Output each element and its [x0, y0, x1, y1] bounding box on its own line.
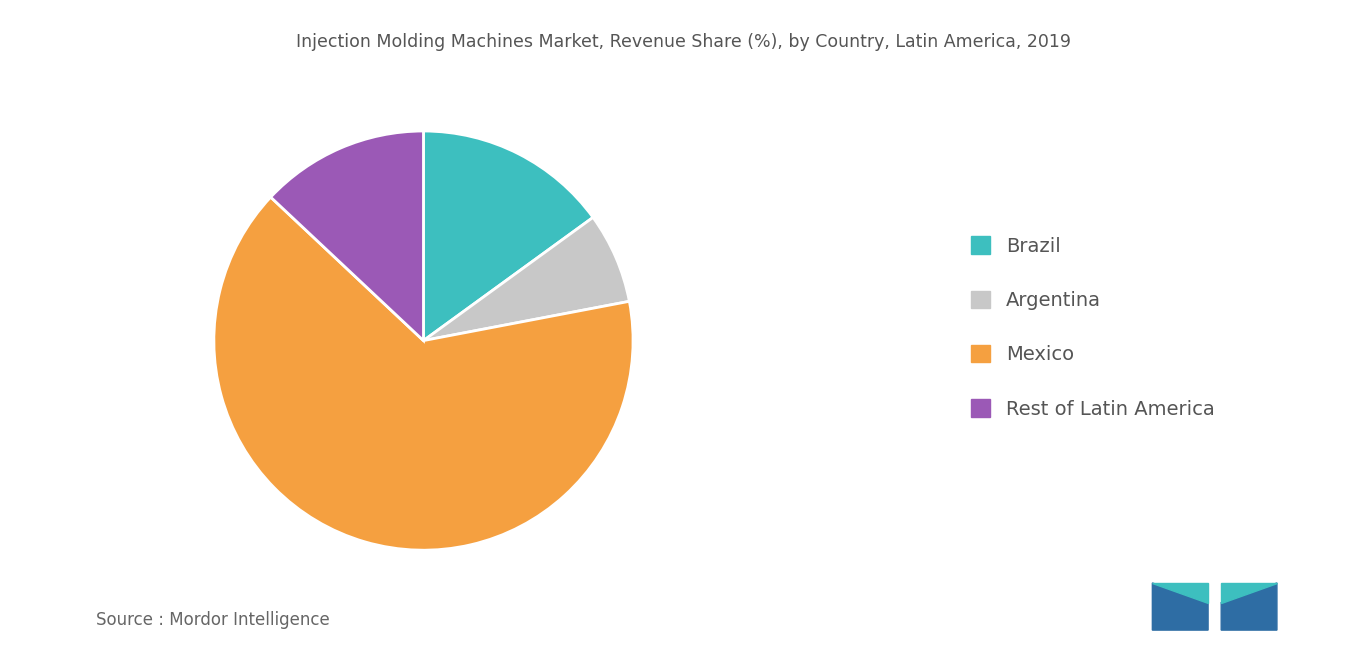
Wedge shape	[423, 217, 630, 341]
Wedge shape	[423, 131, 593, 341]
Polygon shape	[1221, 583, 1277, 630]
Legend: Brazil, Argentina, Mexico, Rest of Latin America: Brazil, Argentina, Mexico, Rest of Latin…	[952, 217, 1233, 438]
Wedge shape	[214, 197, 632, 550]
Wedge shape	[270, 131, 423, 341]
Text: Injection Molding Machines Market, Revenue Share (%), by Country, Latin America,: Injection Molding Machines Market, Reven…	[295, 33, 1071, 50]
Text: Source : Mordor Intelligence: Source : Mordor Intelligence	[96, 611, 329, 629]
Polygon shape	[1153, 583, 1208, 603]
Polygon shape	[1221, 583, 1277, 603]
Polygon shape	[1153, 583, 1208, 630]
